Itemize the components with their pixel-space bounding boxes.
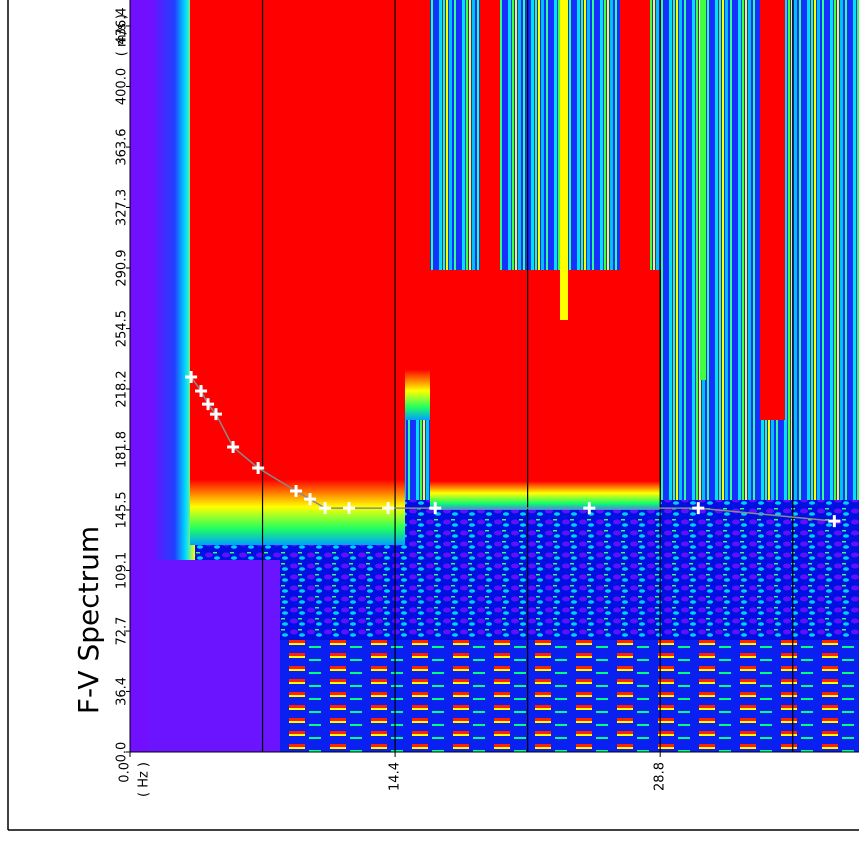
pick-marker xyxy=(319,502,332,515)
x-unit: ( Hz ) xyxy=(137,762,152,797)
pick-marker xyxy=(195,384,208,397)
spectrum-image xyxy=(130,0,859,752)
pick-marker xyxy=(382,502,395,515)
y-tick-label: 0.0 xyxy=(115,742,130,763)
y-tick-label: 109.1 xyxy=(115,552,130,589)
y-unit: ( m/s ) xyxy=(115,14,130,56)
x-tick-label: 28.8 xyxy=(653,762,668,791)
y-tick-label: 363.6 xyxy=(115,128,130,165)
pick-marker xyxy=(304,493,317,506)
y-tick-label: 72.7 xyxy=(115,617,130,646)
pick-marker xyxy=(583,502,596,515)
pick-marker xyxy=(202,398,215,411)
x-tick-label: 14.4 xyxy=(388,762,403,791)
pick-marker xyxy=(290,484,303,497)
x-tick-label: 0.0 xyxy=(118,762,133,783)
pick-marker xyxy=(209,408,222,421)
y-tick-label: 36.4 xyxy=(115,677,130,706)
pick-marker xyxy=(185,370,198,383)
pick-marker xyxy=(343,502,356,515)
pick-marker xyxy=(252,462,265,475)
y-tick-label: 436.4 xyxy=(115,7,130,44)
y-tick-label: 400.0 xyxy=(115,68,130,105)
y-tick-label: 290.9 xyxy=(115,249,130,286)
chart-title: F-V Spectrum xyxy=(72,526,105,714)
y-tick-label: 181.8 xyxy=(115,431,130,468)
pick-marker xyxy=(429,502,442,515)
y-tick-label: 327.3 xyxy=(115,189,130,226)
grid xyxy=(261,0,794,752)
pick-marker xyxy=(692,502,705,515)
pick-marker xyxy=(828,515,841,528)
y-tick-label: 218.2 xyxy=(115,370,130,407)
pick-marker xyxy=(227,441,240,454)
y-tick-label: 145.5 xyxy=(115,491,130,528)
y-tick-label: 254.5 xyxy=(115,310,130,347)
